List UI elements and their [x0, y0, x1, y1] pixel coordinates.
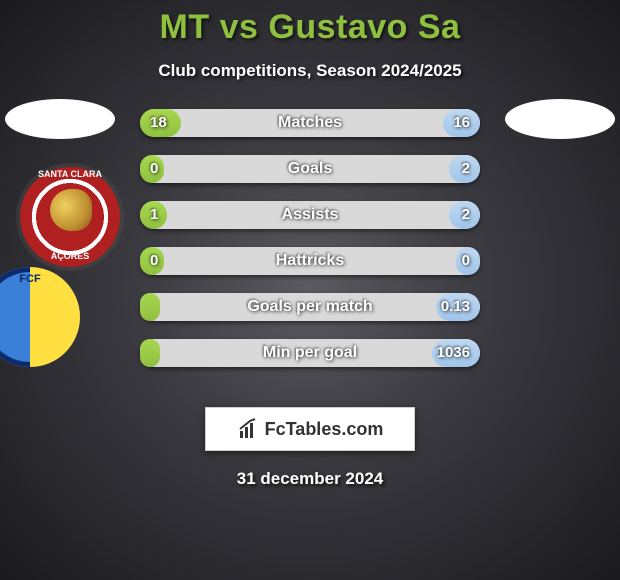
stat-row: Assists12 [140, 201, 480, 229]
stat-bar-fill-p1 [140, 247, 164, 275]
brand-box[interactable]: FcTables.com [205, 407, 415, 451]
club1-logo: SANTA CLARA AÇORES [20, 167, 120, 267]
stat-bar-bg [140, 155, 480, 183]
vs-text: vs [220, 8, 259, 46]
stat-bar-fill-p1 [140, 293, 160, 321]
stat-bar-fill-p2 [443, 109, 480, 137]
date-text: 31 december 2024 [0, 469, 620, 489]
stat-bar-fill-p2 [436, 293, 480, 321]
player1-silhouette [5, 99, 115, 139]
club1-logo-top-text: SANTA CLARA [20, 169, 120, 179]
comparison-title: MT vs Gustavo Sa [0, 0, 620, 47]
stat-bar-bg [140, 201, 480, 229]
stat-bars-container: Matches1816 Goals02 Assists12 Hattricks00 Go… [140, 109, 480, 385]
player2-silhouette [505, 99, 615, 139]
stat-row: Goals02 [140, 155, 480, 183]
stat-bar-fill-p2 [449, 201, 480, 229]
club1-logo-bottom-text: AÇORES [20, 251, 120, 261]
stat-bar-fill-p2 [432, 339, 480, 367]
club2-logo: FCF [0, 267, 80, 367]
club2-logo-text: FCF [0, 273, 80, 285]
brand-text: FcTables.com [265, 419, 384, 440]
stat-bar-fill-p1 [140, 339, 160, 367]
stat-bar-fill-p2 [456, 247, 480, 275]
stat-bar-fill-p1 [140, 155, 164, 183]
player1-name: MT [160, 8, 210, 46]
stat-bar-fill-p1 [140, 201, 167, 229]
stat-bar-bg [140, 293, 480, 321]
stat-bar-bg [140, 109, 480, 137]
brand-chart-icon [237, 417, 261, 441]
stat-bar-bg [140, 247, 480, 275]
stat-bar-fill-p2 [449, 155, 480, 183]
stat-row: Hattricks00 [140, 247, 480, 275]
stat-bar-bg [140, 339, 480, 367]
subtitle: Club competitions, Season 2024/2025 [0, 61, 620, 81]
stat-row: Min per goal1036 [140, 339, 480, 367]
stat-row: Goals per match0.13 [140, 293, 480, 321]
stats-content: SANTA CLARA AÇORES FCF Matches1816 Goals0… [0, 109, 620, 389]
stat-row: Matches1816 [140, 109, 480, 137]
player2-name: Gustavo Sa [268, 8, 460, 46]
stat-bar-fill-p1 [140, 109, 181, 137]
